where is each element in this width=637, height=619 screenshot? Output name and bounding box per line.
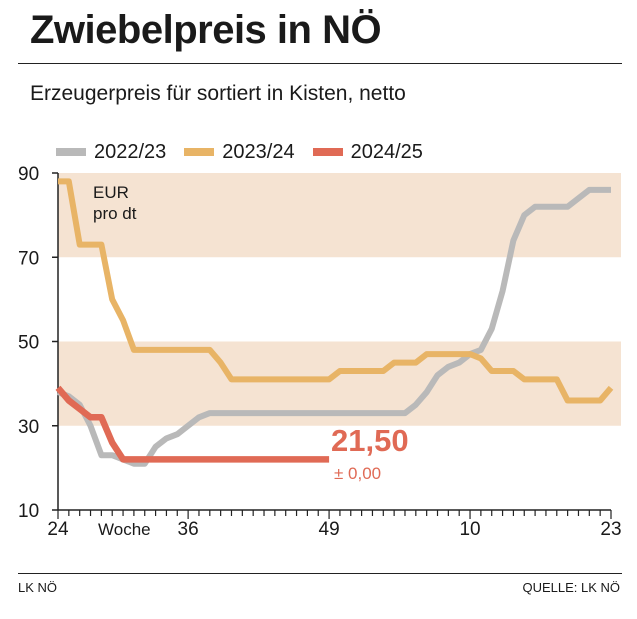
series-line-2024-25 [55, 385, 330, 463]
chart-legend: 2022/23 2023/24 2024/25 [56, 140, 441, 164]
legend-swatch-2023-24 [184, 148, 215, 156]
x-tick-label-23: 23 [600, 519, 621, 540]
latest-value-label: 21,50 [331, 423, 409, 458]
y-tick-label-50: 50 [18, 333, 39, 354]
footer-credit: LK NÖ [18, 580, 58, 595]
y-tick-label-10: 10 [18, 501, 39, 522]
x-axis-label: Woche [98, 520, 151, 539]
y-tick-label-70: 70 [18, 248, 39, 269]
legend-item-2023-24: 2023/24 [184, 140, 295, 164]
footer-divider [18, 573, 622, 574]
y-axis: 10 30 50 70 90 [18, 164, 59, 522]
chart-subtitle: Erzeugerpreis für sortiert in Kisten, ne… [30, 82, 406, 105]
unit-label-line-2: pro dt [93, 204, 137, 223]
legend-label-2022-23: 2022/23 [94, 140, 167, 163]
unit-label-line-1: EUR [93, 183, 129, 202]
legend-swatch-2024-25 [312, 148, 343, 156]
x-tick-label-49: 49 [319, 519, 340, 540]
legend-item-2022-23: 2022/23 [56, 141, 166, 164]
x-tick-label-10: 10 [459, 519, 480, 540]
shaded-band-1 [58, 173, 621, 258]
legend-label-2024-25: 2024/25 [350, 140, 423, 163]
y-tick-label-90: 90 [18, 164, 39, 185]
legend-label-2023-24: 2023/24 [222, 140, 295, 163]
x-tick-label-36: 36 [178, 519, 199, 540]
x-tick-label-24: 24 [47, 519, 69, 540]
footer-source: QUELLE: LK NÖ [522, 580, 620, 595]
series-line-2022-23 [56, 186, 611, 467]
chart-title: Zwiebelpreis in NÖ [30, 8, 382, 52]
legend-swatch-2022-23 [56, 148, 86, 156]
series-lines [55, 178, 614, 467]
series-line-2023-24 [58, 178, 614, 404]
y-tick-label-30: 30 [18, 417, 39, 438]
x-axis: 24 36 49 10 23 [47, 509, 622, 540]
legend-item-2024-25: 2024/25 [312, 140, 423, 164]
title-divider [18, 63, 622, 64]
latest-change-label: ± 0,00 [334, 464, 381, 483]
shaded-bands [58, 173, 621, 426]
